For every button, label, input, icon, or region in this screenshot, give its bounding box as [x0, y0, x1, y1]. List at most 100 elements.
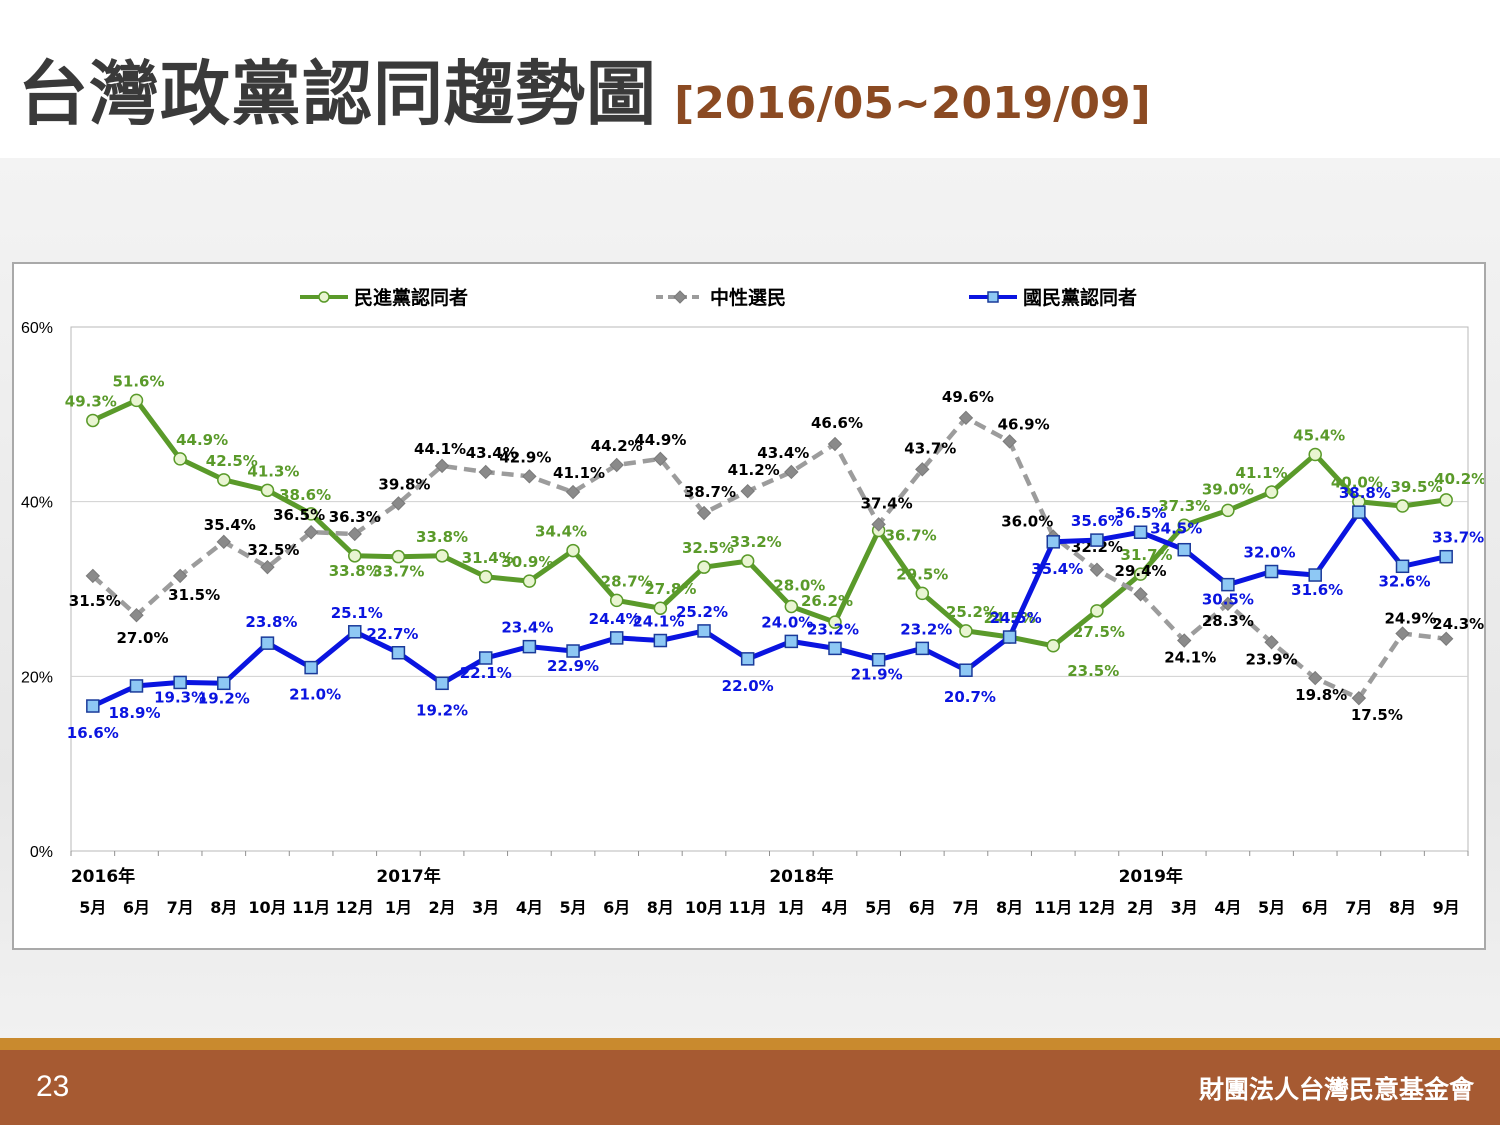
data-point-marker	[1221, 503, 1235, 518]
data-label: 45.4%	[1293, 427, 1345, 445]
x-tick-label: 1月	[778, 898, 805, 917]
data-point-marker	[129, 679, 144, 693]
data-label: 27.0%	[116, 629, 168, 647]
data-label: 21.0%	[289, 686, 341, 704]
data-point-marker	[784, 634, 799, 649]
data-point-marker	[522, 574, 537, 588]
data-point-marker	[86, 699, 100, 713]
data-label: 44.9%	[176, 431, 228, 449]
data-label: 19.8%	[1295, 686, 1347, 704]
data-point-marker	[740, 483, 755, 499]
data-point-marker	[566, 543, 580, 558]
data-point-marker	[260, 636, 275, 650]
data-label: 34.5%	[1150, 520, 1202, 538]
data-label: 24.1%	[1164, 649, 1216, 667]
data-label: 26.2%	[801, 592, 853, 610]
data-point-marker	[915, 462, 930, 477]
x-tick-label: 5月	[1258, 898, 1285, 917]
data-point-marker	[1438, 631, 1454, 646]
data-label: 43.4%	[466, 444, 518, 462]
data-label: 38.6%	[279, 486, 331, 504]
data-point-marker	[1308, 447, 1322, 462]
data-label: 25.2%	[946, 603, 998, 621]
data-label: 28.7%	[601, 572, 653, 590]
data-point-marker	[304, 660, 318, 675]
legend-swatch-marker	[318, 291, 330, 303]
data-label: 42.9%	[499, 448, 551, 466]
data-label: 35.6%	[1071, 512, 1123, 530]
data-label: 25.2%	[676, 603, 728, 621]
data-point-marker	[348, 625, 362, 639]
x-tick-label: 4月	[516, 898, 543, 917]
data-label: 29.4%	[1115, 562, 1167, 580]
legend-swatch-marker	[673, 290, 687, 304]
data-point-marker	[784, 599, 799, 614]
data-label: 19.3%	[154, 688, 206, 706]
data-point-marker	[1177, 518, 1191, 532]
data-label: 38.7%	[684, 483, 736, 501]
data-point-marker	[653, 601, 668, 615]
slide-subtitle: [2016/05~2019/09]	[674, 78, 1151, 129]
data-label: 23.2%	[900, 620, 952, 638]
data-label: 36.5%	[1115, 504, 1167, 522]
data-point-marker	[1308, 568, 1322, 582]
data-label: 37.3%	[1158, 497, 1210, 515]
data-label: 17.5%	[1351, 706, 1403, 724]
data-label: 23.4%	[501, 619, 553, 637]
page-number: 23	[36, 1070, 70, 1103]
series-line-1	[91, 415, 1447, 701]
data-point-marker	[85, 568, 101, 584]
data-point-marker	[827, 436, 843, 452]
data-point-marker	[915, 586, 930, 601]
data-point-marker	[697, 624, 711, 638]
data-label: 19.2%	[416, 701, 468, 719]
organization-name: 財團法人台灣民意基金會	[1198, 1075, 1474, 1104]
data-point-marker	[522, 469, 537, 484]
footer-accent-strip	[0, 1038, 1500, 1050]
data-label: 35.4%	[204, 516, 256, 534]
data-label: 23.8%	[245, 613, 297, 631]
series-line-2	[91, 509, 1447, 709]
data-point-marker	[303, 525, 319, 540]
data-point-marker	[915, 641, 930, 656]
data-label: 39.8%	[378, 475, 430, 493]
legend: 民進黨認同者 中性選民 國民黨認同者	[300, 286, 1137, 309]
legend-label: 國民黨認同者	[1023, 286, 1137, 309]
data-label: 27.5%	[1073, 623, 1125, 641]
data-point-marker	[1264, 564, 1279, 579]
data-point-marker	[1307, 670, 1323, 686]
x-year-label: 2018年	[769, 866, 833, 887]
data-point-marker	[653, 633, 668, 648]
x-tick-label: 5月	[559, 898, 586, 917]
x-tick-label: 8月	[996, 898, 1023, 917]
data-point-marker	[1133, 587, 1148, 602]
data-label: 41.2%	[728, 461, 780, 479]
data-point-marker	[391, 549, 406, 564]
x-tick-label: 12月	[336, 898, 374, 917]
data-point-marker	[1089, 562, 1105, 577]
x-tick-label: 2月	[1127, 898, 1154, 917]
data-label: 32.6%	[1378, 572, 1430, 590]
x-year-label: 2017年	[376, 866, 440, 887]
y-tick-label: 60%	[21, 320, 53, 337]
data-point-marker	[348, 549, 362, 563]
data-point-marker	[86, 413, 100, 428]
data-point-marker	[1133, 567, 1148, 581]
data-point-marker	[828, 615, 842, 629]
x-tick-label: 3月	[472, 898, 499, 917]
data-point-marker	[959, 624, 973, 638]
data-point-marker	[697, 560, 711, 574]
x-tick-label: 6月	[909, 898, 936, 917]
series-line-0	[91, 397, 1447, 649]
data-point-marker	[1002, 630, 1017, 644]
data-point-marker	[871, 517, 886, 532]
data-label: 36.0%	[1001, 513, 1053, 531]
data-point-marker	[1439, 493, 1453, 507]
data-label: 23.2%	[807, 620, 859, 638]
data-point-marker	[1177, 542, 1191, 557]
data-point-marker	[1177, 633, 1192, 648]
data-point-marker	[696, 505, 712, 521]
data-label: 49.6%	[942, 388, 994, 406]
data-point-marker	[565, 484, 581, 500]
data-label: 22.7%	[366, 625, 418, 643]
